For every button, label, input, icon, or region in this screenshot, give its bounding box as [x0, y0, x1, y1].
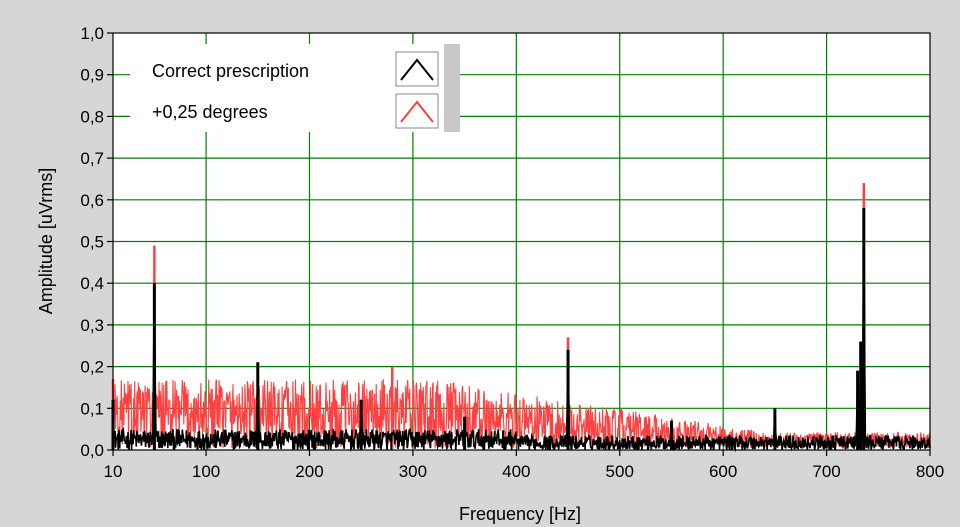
x-tick-label: 800: [916, 462, 944, 481]
y-tick-label: 0,8: [80, 107, 104, 126]
legend-line-correct-prescription: [400, 58, 434, 81]
x-axis-label: Frequency [Hz]: [459, 504, 581, 524]
y-tick-label: 0,3: [80, 316, 104, 335]
series-line-correct-prescription: [112, 208, 931, 453]
grid-lines: [113, 33, 930, 450]
y-tick-label: 0,0: [80, 441, 104, 460]
x-tick-label: 300: [399, 462, 427, 481]
x-tick-label: 200: [295, 462, 323, 481]
y-tick-label: 0,9: [80, 66, 104, 85]
legend-label-correct-prescription: Correct prescription: [152, 61, 309, 81]
legend-swatch-correct-prescription: [395, 51, 439, 87]
legend-label-plus-025-degrees: +0,25 degrees: [152, 102, 268, 122]
y-tick-label: 0,2: [80, 358, 104, 377]
x-tick-label: 600: [709, 462, 737, 481]
y-tick-label: 0,1: [80, 399, 104, 418]
x-tick-label: 700: [812, 462, 840, 481]
y-tick-label: 0,7: [80, 149, 104, 168]
y-tick-label: 0,4: [80, 274, 104, 293]
legend-shadow: [444, 44, 460, 132]
y-axis-label: Amplitude [uVrms]: [36, 168, 56, 314]
legend-swatch-plus-025-degrees: [395, 93, 439, 129]
x-axis: 10 100 200 300 400 500 600 700 800: [104, 450, 944, 481]
legend: Correct prescription +0,25 degrees: [130, 44, 460, 132]
y-tick-label: 0,6: [80, 191, 104, 210]
legend-line-plus-025-degrees: [400, 100, 434, 123]
x-tick-label: 10: [104, 462, 123, 481]
x-tick-label: 100: [192, 462, 220, 481]
x-tick-label: 400: [502, 462, 530, 481]
y-tick-label: 0,5: [80, 233, 104, 252]
y-axis: 0,0 0,1 0,2 0,3 0,4 0,5 0,6 0,7 0,8 0,9 1,0: [80, 24, 113, 460]
x-tick-label: 500: [606, 462, 634, 481]
y-tick-label: 1,0: [80, 24, 104, 43]
